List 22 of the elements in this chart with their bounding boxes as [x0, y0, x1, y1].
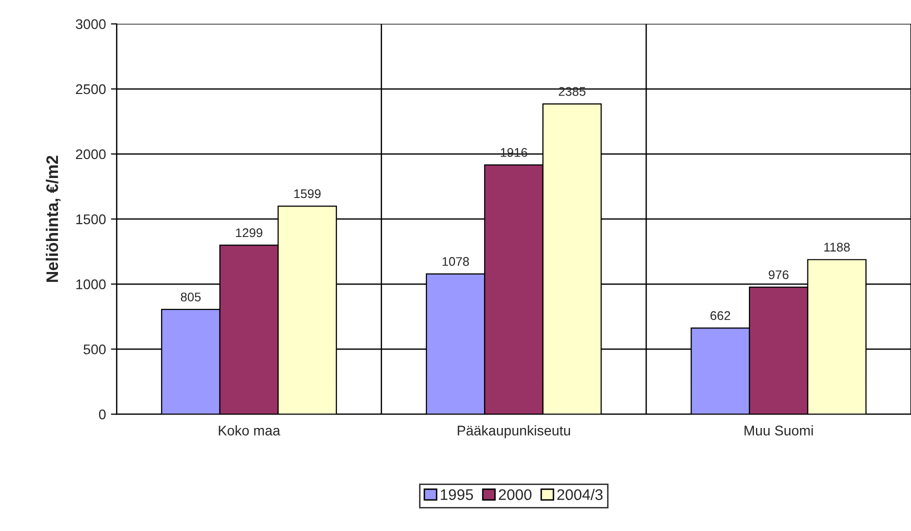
- x-tick-label: Koko maa: [218, 425, 280, 436]
- data-label: 2385: [558, 87, 586, 96]
- y-tick-label: 1000: [76, 279, 106, 290]
- data-label: 1078: [442, 257, 469, 266]
- data-label: 662: [710, 311, 730, 320]
- y-tick-label: 0: [99, 410, 106, 420]
- data-label: 1299: [236, 228, 262, 238]
- legend-label: 2004/3: [557, 488, 603, 500]
- data-label: 1599: [294, 189, 321, 198]
- legend-label: 1995: [440, 489, 473, 500]
- y-axis-title: Neliöhinta, €/m2: [46, 156, 61, 282]
- y-tick-label: 2000: [76, 149, 106, 160]
- x-tick-label: Pääkaupunkiseutu: [458, 425, 570, 438]
- y-tick-label: 1500: [76, 214, 106, 224]
- y-tick-label: 2500: [76, 84, 106, 94]
- data-label: 976: [768, 270, 788, 280]
- data-label: 805: [180, 292, 201, 302]
- y-tick-label: 500: [84, 344, 106, 354]
- data-label: 1188: [824, 242, 850, 252]
- y-tick-label: 3000: [76, 19, 106, 30]
- legend-label: 2000: [498, 489, 532, 500]
- x-tick-label: Muu Suomi: [744, 425, 813, 436]
